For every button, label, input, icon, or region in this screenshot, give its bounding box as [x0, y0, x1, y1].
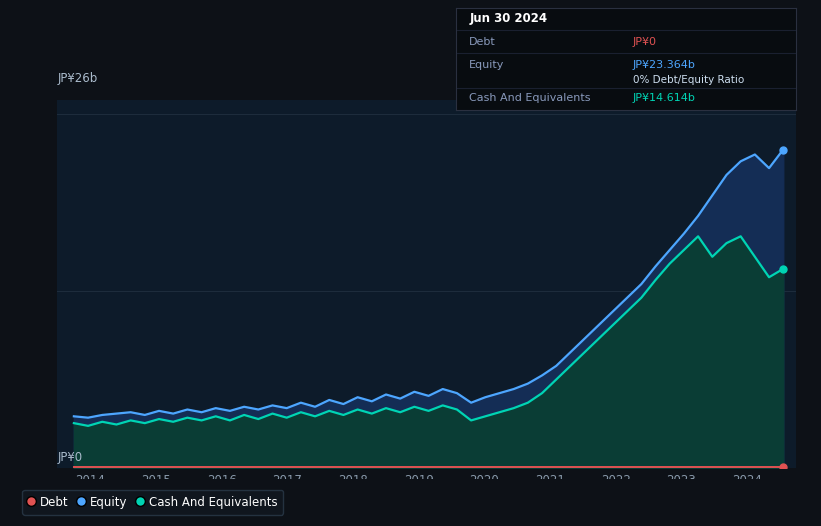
Legend: Debt, Equity, Cash And Equivalents: Debt, Equity, Cash And Equivalents	[22, 490, 283, 515]
Text: Equity: Equity	[470, 60, 505, 70]
Text: JP¥23.364b: JP¥23.364b	[633, 60, 695, 70]
Text: Jun 30 2024: Jun 30 2024	[470, 12, 548, 25]
Text: JP¥26b: JP¥26b	[57, 72, 98, 85]
Text: JP¥0: JP¥0	[633, 37, 657, 47]
Text: Debt: Debt	[470, 37, 496, 47]
Text: JP¥0: JP¥0	[57, 451, 83, 464]
Text: JP¥14.614b: JP¥14.614b	[633, 93, 695, 103]
Text: 0% Debt/Equity Ratio: 0% Debt/Equity Ratio	[633, 75, 744, 85]
Text: Cash And Equivalents: Cash And Equivalents	[470, 93, 591, 103]
